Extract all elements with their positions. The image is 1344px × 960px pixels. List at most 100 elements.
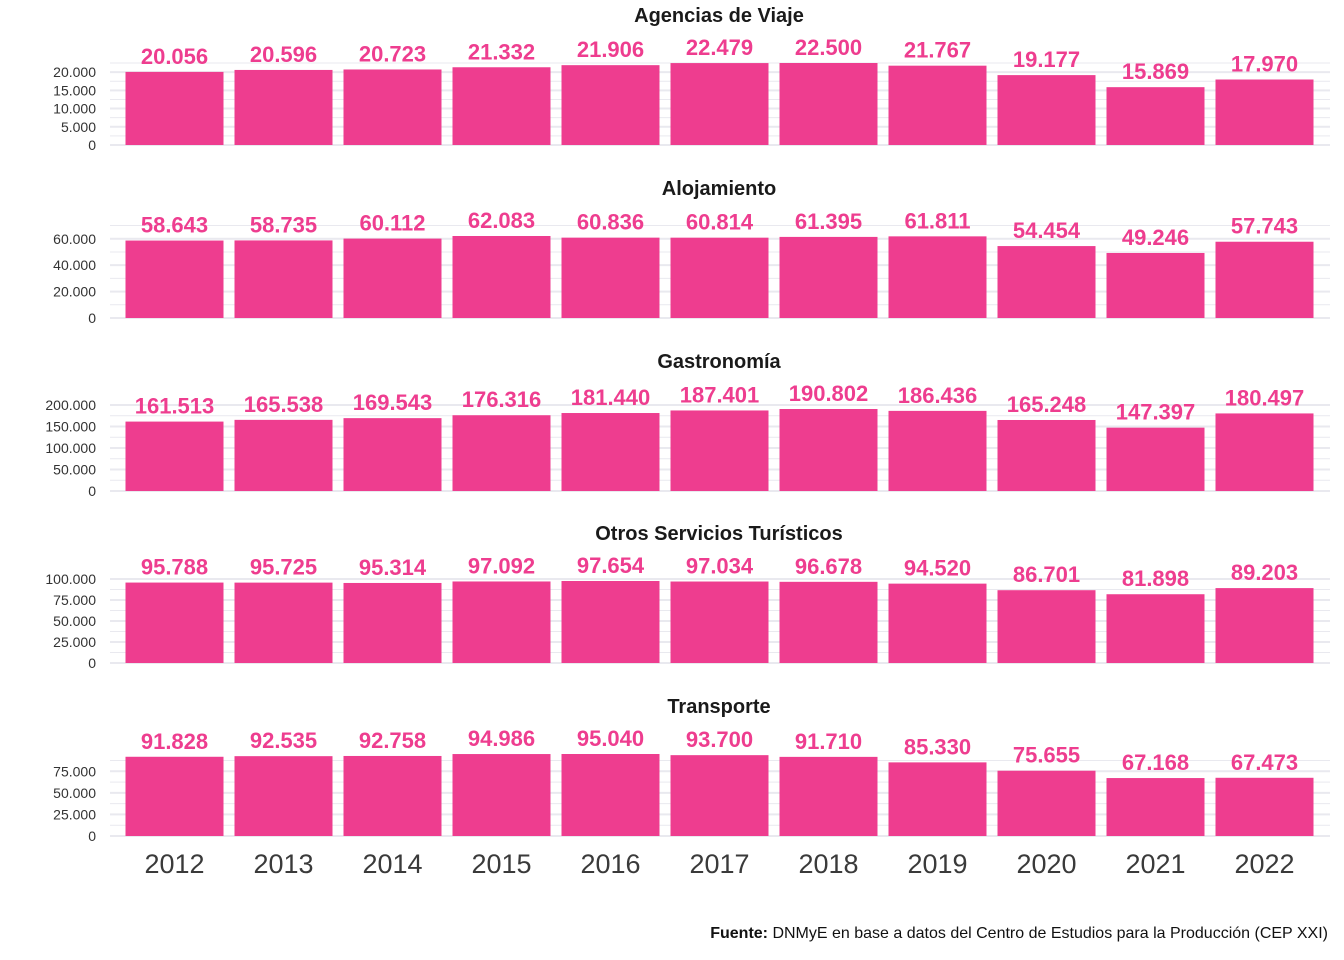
bar	[888, 65, 987, 145]
bar	[779, 756, 878, 836]
data-label: 60.836	[577, 210, 644, 235]
x-tick-label: 2022	[1234, 849, 1294, 879]
bar	[452, 236, 551, 318]
panel-title: Alojamiento	[662, 178, 776, 200]
data-label: 57.743	[1231, 214, 1298, 239]
data-label: 95.314	[359, 555, 427, 580]
data-label: 91.828	[141, 729, 208, 754]
data-label: 96.678	[795, 554, 862, 579]
y-tick-label: 20.000	[53, 64, 96, 80]
source-note: Fuente: DNMyE en base a datos del Centro…	[710, 925, 1328, 943]
y-tick-label: 150.000	[45, 419, 96, 435]
bar	[561, 581, 660, 663]
panel-1: Agencias de Viaje 0 5.000 10.000 15.000 20.00…	[53, 5, 1330, 153]
x-tick-label: 2017	[689, 849, 749, 879]
bar	[125, 756, 224, 836]
y-tick-label: 0	[88, 828, 96, 844]
bar	[888, 236, 987, 318]
bar	[125, 71, 224, 145]
bar	[1215, 777, 1314, 836]
data-label: 91.710	[795, 729, 862, 754]
bar	[1215, 588, 1314, 663]
bar	[561, 237, 660, 318]
data-label: 97.654	[577, 553, 645, 578]
y-tick-label: 100.000	[45, 571, 96, 587]
y-tick-label: 50.000	[53, 462, 96, 478]
data-label: 97.034	[686, 554, 754, 579]
bar	[343, 582, 442, 663]
x-tick-label: 2013	[253, 849, 313, 879]
y-tick-label: 20.000	[53, 284, 96, 300]
bar	[1106, 594, 1205, 663]
bar	[452, 754, 551, 836]
bar	[234, 582, 333, 663]
data-label: 58.643	[141, 213, 208, 238]
data-label: 176.316	[462, 387, 542, 412]
bar	[1106, 87, 1205, 145]
data-label: 187.401	[680, 382, 760, 407]
data-label: 161.513	[135, 394, 215, 419]
panel-title: Otros Servicios Turísticos	[595, 523, 843, 545]
panel-title: Agencias de Viaje	[634, 5, 804, 27]
data-label: 21.906	[577, 37, 644, 62]
data-label: 93.700	[686, 727, 753, 752]
bar	[1106, 778, 1205, 836]
y-tick-label: 60.000	[53, 231, 96, 247]
bar	[888, 583, 987, 663]
bar	[234, 756, 333, 836]
data-label: 60.814	[686, 210, 754, 235]
y-tick-label: 40.000	[53, 257, 96, 273]
x-tick-label: 2021	[1125, 849, 1185, 879]
x-tick-label: 2015	[471, 849, 531, 879]
data-label: 21.332	[468, 39, 535, 64]
data-label: 75.655	[1013, 743, 1080, 768]
bar	[997, 419, 1096, 491]
bar	[234, 419, 333, 491]
bar	[125, 582, 224, 663]
y-tick-label: 200.000	[45, 397, 96, 413]
bar	[343, 418, 442, 491]
data-label: 61.811	[904, 208, 970, 233]
data-label: 94.520	[904, 556, 971, 581]
bar	[561, 413, 660, 491]
source-text: DNMyE en base a datos del Centro de Estu…	[768, 925, 1328, 942]
data-label: 21.767	[904, 38, 971, 63]
panel-3: Gastronomía 0 50.000 100.000 150.000 200.000 1…	[45, 351, 1330, 499]
data-label: 67.168	[1122, 750, 1189, 775]
data-label: 60.112	[359, 211, 425, 236]
bar	[1106, 252, 1205, 318]
panel-title: Gastronomía	[657, 351, 781, 373]
panel-5: Transporte 0 25.000 50.000 75.000 91.828 92.53…	[53, 696, 1330, 879]
data-label: 22.479	[686, 35, 753, 60]
data-label: 49.246	[1122, 225, 1189, 250]
data-label: 86.701	[1013, 562, 1080, 587]
panel-2: Alojamiento 0 20.000 40.000 60.000 58.643 58.7…	[53, 178, 1330, 326]
data-label: 95.725	[250, 555, 317, 580]
data-label: 165.248	[1007, 392, 1087, 417]
bar	[1215, 79, 1314, 145]
bar	[561, 754, 660, 836]
bar	[997, 590, 1096, 663]
data-label: 19.177	[1013, 47, 1080, 72]
bar	[125, 421, 224, 491]
bar	[234, 240, 333, 318]
y-tick-label: 15.000	[53, 82, 96, 98]
data-label: 62.083	[468, 208, 535, 233]
data-label: 20.723	[359, 41, 426, 66]
y-tick-label: 0	[88, 310, 96, 326]
bar	[779, 236, 878, 318]
data-label: 181.440	[571, 385, 651, 410]
data-label: 190.802	[789, 381, 869, 406]
bar	[779, 409, 878, 491]
data-label: 67.473	[1231, 750, 1298, 775]
bar	[670, 755, 769, 836]
data-label: 92.758	[359, 728, 426, 753]
bar	[452, 581, 551, 663]
bar	[779, 63, 878, 145]
bar	[452, 67, 551, 145]
bar	[452, 415, 551, 491]
bar	[234, 69, 333, 145]
y-tick-label: 75.000	[53, 763, 96, 779]
x-tick-label: 2016	[580, 849, 640, 879]
